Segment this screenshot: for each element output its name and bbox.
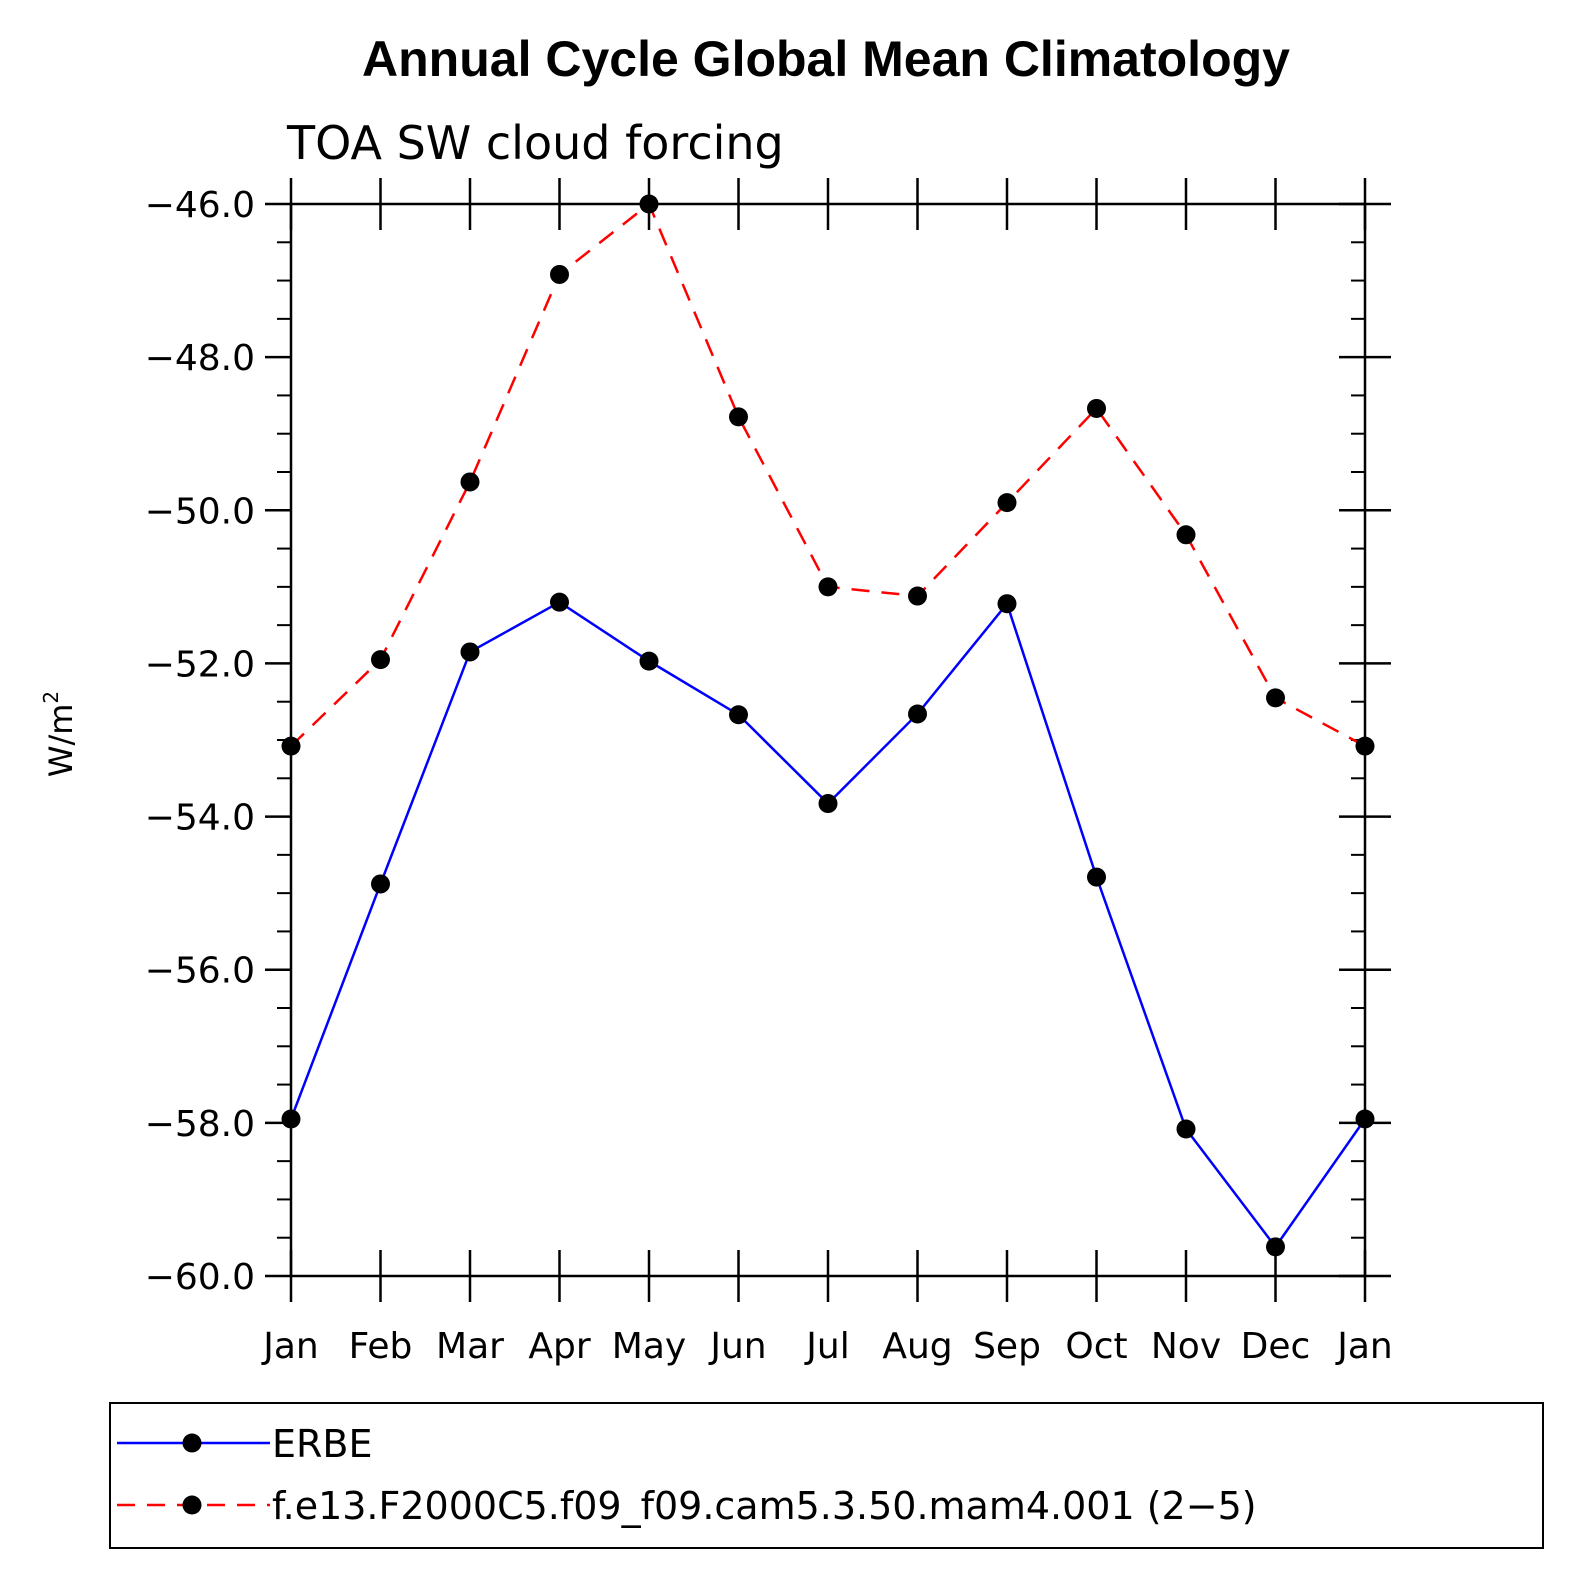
chart-subtitle: TOA SW cloud forcing <box>286 116 784 170</box>
x-tick-label: Mar <box>436 1326 504 1367</box>
chart-title: Annual Cycle Global Mean Climatology <box>362 31 1290 87</box>
series-1-point <box>1087 398 1106 418</box>
series-1-point <box>1176 525 1196 545</box>
series-line-1 <box>290 202 1366 748</box>
series-1-point <box>908 586 927 606</box>
series-0-point <box>550 592 569 612</box>
series-0-point <box>729 705 748 725</box>
y-tick-label: −52.0 <box>145 644 255 685</box>
legend-marker-0 <box>182 1433 202 1453</box>
y-axis-label-superscript: 2 <box>39 691 63 704</box>
series-1-point <box>639 194 659 214</box>
series-0-point <box>1176 1119 1196 1139</box>
x-tick-labels: Jan Feb Mar Apr May Jun Jul Aug Sep Oct Nov Dec Jan <box>261 1326 1393 1367</box>
series-0-point <box>818 794 838 814</box>
y-tick-label: −46.0 <box>145 185 255 226</box>
series-0-point <box>281 1109 301 1129</box>
y-axis-label: W/m2 <box>39 691 80 777</box>
series-0-point <box>997 594 1017 614</box>
y-tick-label: −58.0 <box>145 1104 255 1145</box>
x-tick-label: Sep <box>973 1326 1041 1367</box>
y-tick-label: −56.0 <box>145 951 255 992</box>
series-1-point <box>371 650 390 670</box>
series-0-point <box>639 651 659 671</box>
x-tick-label: Nov <box>1151 1326 1221 1367</box>
series-1-point <box>460 472 480 492</box>
y-tick-label: −50.0 <box>145 491 255 532</box>
series-0-point <box>371 874 390 894</box>
legend-label-1: f.e13.F2000C5.f09_f09.cam5.3.50.mam4.001… <box>272 1484 1257 1528</box>
svg-text:W/m2: W/m2 <box>39 691 80 777</box>
series-0-point <box>1355 1109 1375 1129</box>
x-tick-label: May <box>612 1326 686 1367</box>
x-tick-label: Jul <box>804 1326 849 1367</box>
x-tick-label: Oct <box>1065 1326 1127 1367</box>
axis-ticks <box>265 178 1391 1302</box>
legend-marker-1 <box>182 1495 202 1515</box>
x-tick-label: Feb <box>349 1326 413 1367</box>
y-tick-label: −54.0 <box>145 798 255 839</box>
series-1-point <box>818 577 838 597</box>
series-1-point <box>729 407 748 427</box>
legend-label-0: ERBE <box>272 1422 373 1466</box>
y-axis-label-text: W/m <box>42 704 80 778</box>
series-line-0 <box>289 600 1367 1250</box>
y-tick-label: −60.0 <box>145 1257 255 1298</box>
x-tick-label: Jun <box>708 1326 766 1367</box>
series-1-point <box>281 736 301 756</box>
series-0-point <box>1087 867 1106 887</box>
series-0-point <box>1266 1237 1285 1257</box>
series-1-point <box>1355 736 1375 756</box>
series-layer <box>281 194 1375 1257</box>
series-0-point <box>460 642 480 662</box>
series-1-point <box>550 264 569 284</box>
x-tick-label: Jan <box>261 1326 319 1367</box>
legend-box <box>109 1402 1544 1549</box>
x-tick-label: Aug <box>882 1326 952 1367</box>
legend: ERBE f.e13.F2000C5.f09_f09.cam5.3.50.mam4… <box>117 1422 1257 1528</box>
x-tick-label: Dec <box>1241 1326 1311 1367</box>
y-tick-label: −48.0 <box>145 338 255 379</box>
series-0-point <box>908 704 927 724</box>
x-tick-label: Apr <box>528 1326 590 1367</box>
series-1-point <box>1266 688 1285 708</box>
plot-frame <box>289 202 1367 1278</box>
series-1-point <box>997 493 1017 513</box>
y-tick-labels: −46.0 −48.0 −50.0 −52.0 −54.0 −56.0 −58.0 −60.0 <box>145 185 255 1298</box>
x-tick-label: Jan <box>1335 1326 1393 1367</box>
